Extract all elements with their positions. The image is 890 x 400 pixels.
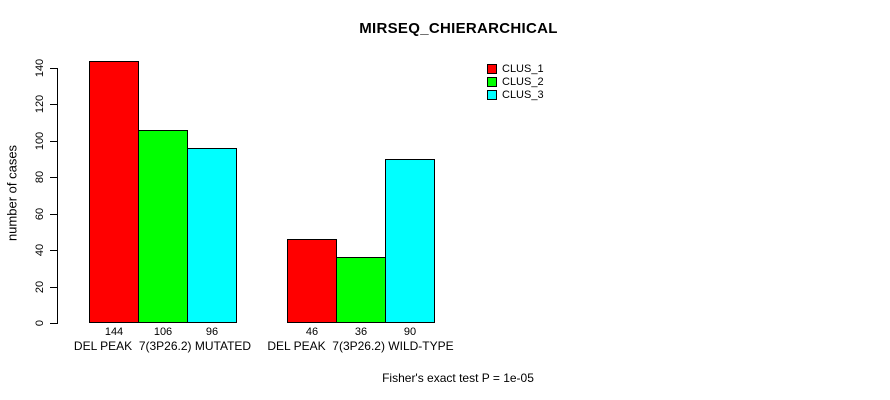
legend-item: CLUS_3: [487, 88, 544, 101]
y-tick: [50, 141, 57, 142]
bar-clus_3-group2: [385, 159, 435, 323]
legend-item: CLUS_1: [487, 62, 544, 75]
y-axis-line: [57, 68, 58, 324]
y-tick: [50, 214, 57, 215]
bar-value-label: 106: [153, 326, 173, 338]
y-tick-label: 20: [34, 280, 46, 294]
x-category-label: DEL PEAK 7(3P26.2) MUTATED: [73, 339, 252, 353]
y-tick-label: 0: [34, 319, 46, 327]
y-tick: [50, 250, 57, 251]
legend-swatch-icon: [487, 63, 497, 74]
legend-label: CLUS_1: [502, 62, 544, 75]
bar-clus_3-group1: [187, 148, 237, 323]
legend-swatch-icon: [487, 89, 497, 100]
chart-title: MIRSEQ_CHIERARCHICAL: [359, 20, 558, 37]
y-tick: [50, 68, 57, 69]
bar-clus_2-group1: [138, 130, 188, 323]
y-tick: [50, 177, 57, 178]
bar-clus_1-group1: [89, 61, 139, 323]
y-axis-title: number of cases: [4, 144, 20, 242]
y-tick: [50, 323, 57, 324]
bar-value-label: 46: [305, 326, 319, 338]
bar-clus_2-group2: [336, 257, 386, 323]
legend-swatch-icon: [487, 76, 497, 87]
y-tick-label: 100: [34, 131, 46, 151]
y-tick: [50, 287, 57, 288]
legend: CLUS_1 CLUS_2 CLUS_3: [487, 62, 544, 101]
x-category-label: DEL PEAK 7(3P26.2) WILD-TYPE: [267, 339, 454, 353]
legend-label: CLUS_3: [502, 88, 544, 101]
bar-value-label: 36: [354, 326, 368, 338]
y-tick-label: 120: [34, 94, 46, 114]
chart-annotation: Fisher's exact test P = 1e-05: [382, 371, 534, 385]
bar-value-label: 96: [205, 326, 219, 338]
legend-label: CLUS_2: [502, 75, 544, 88]
y-tick-label: 80: [34, 170, 46, 184]
y-tick-label: 60: [34, 207, 46, 221]
y-tick-label: 40: [34, 243, 46, 257]
y-tick-label: 140: [34, 58, 46, 78]
bar-value-label: 90: [403, 326, 417, 338]
y-tick: [50, 104, 57, 105]
legend-item: CLUS_2: [487, 75, 544, 88]
bar-clus_1-group2: [287, 239, 337, 323]
bar-value-label: 144: [104, 326, 124, 338]
